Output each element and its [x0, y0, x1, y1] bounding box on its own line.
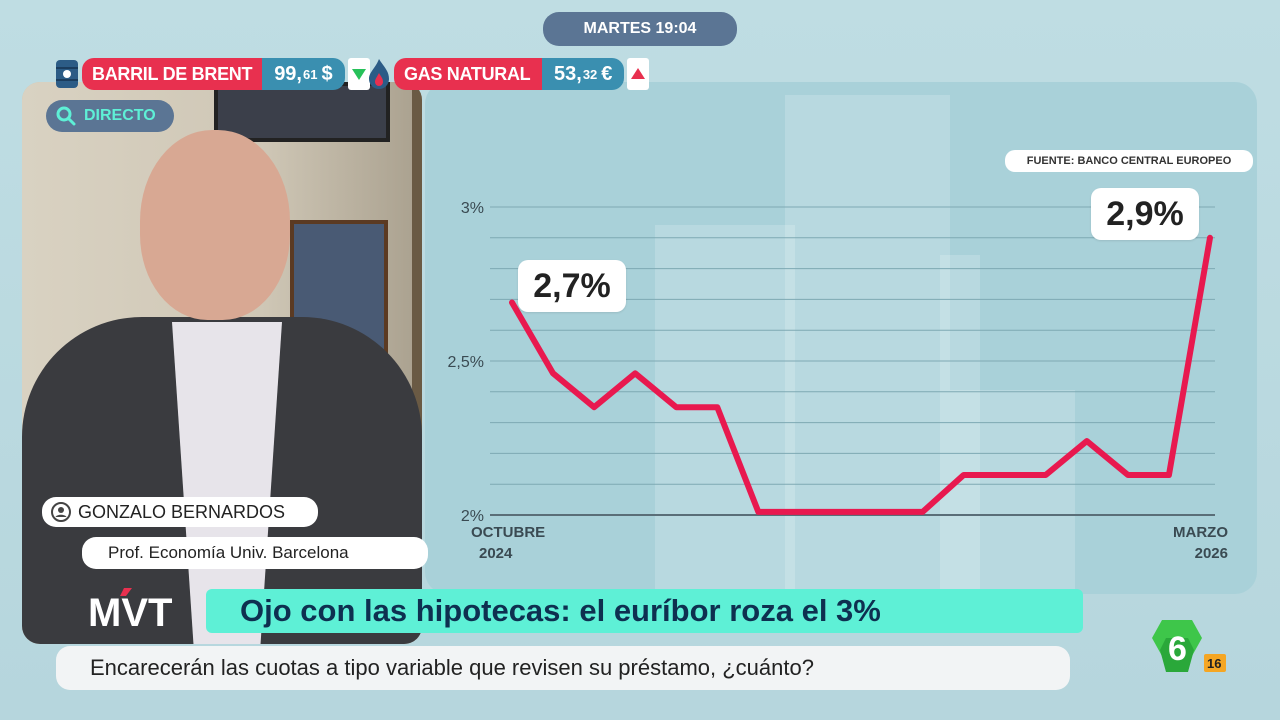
ticker-brent: BARRIL DE BRENT 99, 61 $ [52, 56, 370, 92]
y-tick-label: 3% [461, 200, 484, 217]
x-start-month: OCTUBRE [471, 524, 546, 541]
ticker-label: BARRIL DE BRENT [82, 58, 263, 90]
euribor-series-line [509, 234, 1213, 515]
oil-barrel-icon [52, 56, 82, 92]
ticker-value: 53, 32 € [542, 58, 625, 90]
annotation-end-value: 2,9% [1091, 188, 1199, 240]
shelf [412, 82, 422, 644]
value-decimals: 32 [582, 66, 598, 82]
value-main: 99, [274, 62, 302, 85]
live-badge: DIRECTO [46, 100, 174, 132]
x-axis-end-label: MARZO 2026 [1173, 522, 1228, 564]
channel-number: 6 [1168, 630, 1187, 668]
y-tick-label: 2,5% [448, 354, 484, 371]
wall-picture [214, 82, 390, 142]
search-icon [54, 104, 78, 128]
currency: € [601, 62, 613, 85]
guest-name: GONZALO BERNARDOS [78, 501, 286, 522]
clock-badge: MARTES 19:04 [543, 12, 737, 46]
trend-up-icon [627, 58, 650, 90]
presenter-head [140, 130, 290, 320]
background-building [940, 255, 980, 595]
annotation-start-value: 2,7% [518, 260, 626, 312]
gas-flame-icon [364, 56, 394, 92]
program-logo: MVT [86, 586, 186, 635]
background-building [950, 390, 1075, 595]
guest-role: Prof. Economía Univ. Barcelona [82, 537, 428, 569]
currency: $ [321, 62, 333, 85]
value-main: 53, [554, 62, 582, 85]
ticker-value: 99, 61 $ [262, 58, 345, 90]
x-end-year: 2026 [1194, 545, 1228, 562]
user-icon [50, 501, 72, 523]
x-start-year: 2024 [479, 545, 513, 562]
guest-name-tag: GONZALO BERNARDOS [42, 497, 318, 527]
headline: Ojo con las hipotecas: el euríbor roza e… [206, 589, 1083, 633]
program-logo-text: MVT [88, 591, 172, 632]
value-decimals: 61 [303, 66, 318, 82]
x-end-month: MARZO [1173, 524, 1228, 541]
trend-down-icon [347, 58, 370, 90]
channel-logo: 6 16 [1152, 616, 1230, 678]
x-axis-start-label: OCTUBRE 2024 [471, 522, 545, 564]
ticker-label: GAS NATURAL [394, 58, 542, 90]
y-tick-label: 2% [461, 508, 484, 525]
subheadline: Encarecerán las cuotas a tipo variable q… [56, 646, 1070, 690]
source-label: FUENTE: BANCO CENTRAL EUROPEO [1005, 150, 1253, 172]
live-label: DIRECTO [84, 107, 156, 124]
ticker-gas: GAS NATURAL 53, 32 € [364, 56, 650, 92]
age-rating: 16 [1207, 656, 1221, 671]
